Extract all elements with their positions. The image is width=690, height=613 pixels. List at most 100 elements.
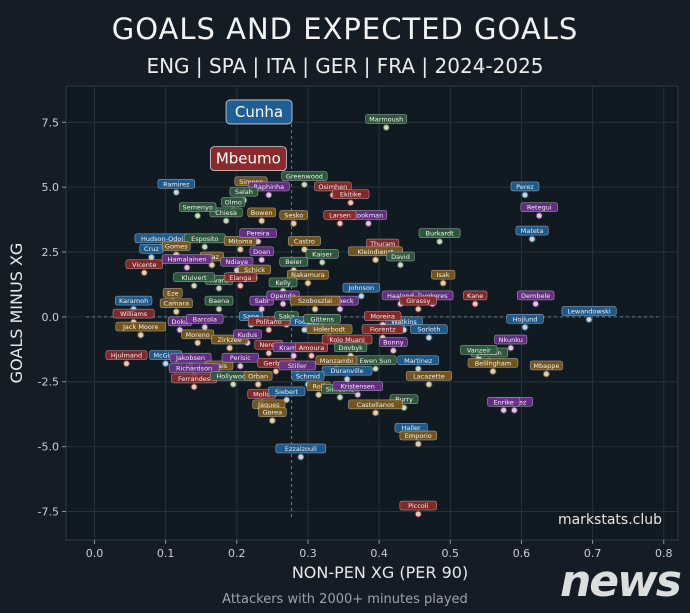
point-label-text: Chiesa bbox=[215, 209, 237, 217]
data-point bbox=[258, 217, 266, 225]
point-label-text: Doku bbox=[172, 318, 189, 326]
point-label-box bbox=[173, 272, 215, 282]
point-label-text: Kelly bbox=[275, 279, 291, 287]
data-point bbox=[308, 352, 316, 360]
point-label: Bowen bbox=[247, 207, 276, 218]
point-label-box bbox=[181, 329, 215, 340]
point-label-box bbox=[323, 210, 357, 220]
point-label-text: Eze bbox=[167, 289, 179, 297]
point-label: Stiller bbox=[278, 360, 316, 371]
data-point bbox=[290, 219, 298, 227]
data-point bbox=[290, 352, 298, 360]
data-point bbox=[137, 331, 145, 339]
point-label: Bellingham bbox=[467, 358, 519, 368]
data-point bbox=[297, 453, 305, 461]
point-label-box bbox=[315, 355, 358, 365]
point-label-text: Burkardt bbox=[426, 230, 455, 238]
point-label: Fiorentz bbox=[361, 324, 404, 334]
point-label-box bbox=[332, 381, 383, 391]
data-point bbox=[542, 370, 550, 378]
point-label: Pereira bbox=[239, 228, 277, 238]
point-label-text: Brais bbox=[211, 362, 228, 370]
data-point bbox=[357, 292, 365, 300]
highlighted-labels: Cunha Mbeumo bbox=[209, 99, 293, 172]
point-label-text: Sorloth bbox=[417, 326, 440, 334]
data-point bbox=[215, 284, 223, 292]
point-label-text: Richardson bbox=[176, 365, 212, 373]
point-label-box bbox=[506, 314, 544, 324]
point-label-box bbox=[157, 179, 195, 189]
point-label-text: Politano bbox=[256, 318, 282, 326]
point-label: Salah bbox=[229, 186, 259, 197]
point-label-box bbox=[334, 342, 368, 353]
data-point bbox=[236, 362, 244, 370]
point-label-text: Szoboszlai bbox=[298, 297, 332, 305]
data-point bbox=[414, 365, 422, 373]
x-tick-label: 0.3 bbox=[299, 547, 317, 560]
data-point bbox=[528, 235, 536, 243]
data-point bbox=[382, 124, 390, 132]
data-point bbox=[507, 344, 515, 352]
point-label-box bbox=[405, 371, 452, 381]
point-label-text: Sesko bbox=[284, 211, 303, 219]
point-label: Mateta bbox=[515, 225, 549, 236]
data-point bbox=[254, 380, 262, 388]
x-tick-label: 0.0 bbox=[86, 547, 104, 560]
point-label: Cruz bbox=[139, 244, 164, 254]
highlight-label-text: Cunha bbox=[235, 103, 283, 121]
point-label-box bbox=[399, 500, 437, 511]
point-label-box bbox=[278, 360, 316, 371]
point-label: Semenyo bbox=[179, 202, 217, 212]
point-label-text: Ewen Sun bbox=[360, 357, 392, 365]
data-point bbox=[532, 300, 540, 308]
point-label-text: Isak bbox=[437, 271, 450, 279]
point-label-text: Kristensen bbox=[341, 383, 375, 391]
data-point bbox=[336, 393, 344, 401]
point-label: David bbox=[386, 251, 415, 262]
data-point bbox=[318, 258, 326, 266]
point-label-text: Esposito bbox=[191, 235, 218, 243]
point-label: Ferrandes bbox=[171, 373, 218, 384]
point-label-text: Lewandowski bbox=[567, 307, 610, 315]
point-label: Emporio bbox=[399, 430, 437, 441]
point-label-text: Pereira bbox=[247, 230, 270, 238]
point-label-text: McGinn bbox=[153, 352, 177, 360]
point-label: Vanzeir bbox=[460, 345, 498, 355]
point-label-text: Emporio bbox=[405, 432, 432, 440]
data-point bbox=[279, 300, 287, 308]
point-label-text: Sabi bbox=[255, 297, 269, 305]
y-tick-label: -2.5 bbox=[38, 376, 59, 389]
highlight-label-box bbox=[225, 99, 293, 125]
data-point bbox=[272, 367, 280, 375]
x-tick-label: 0.8 bbox=[655, 547, 673, 560]
point-label-box bbox=[239, 228, 277, 238]
point-label: Castellanos bbox=[348, 399, 403, 410]
point-label: Larsen bbox=[323, 210, 357, 220]
point-label-box bbox=[295, 342, 328, 353]
point-label-box bbox=[115, 295, 153, 306]
point-label-box bbox=[431, 269, 456, 280]
point-label-text: Nakamura bbox=[291, 271, 325, 279]
point-label-text: Cruz bbox=[144, 245, 159, 253]
point-label-box bbox=[221, 197, 246, 207]
point-label-text: Osimhen bbox=[318, 183, 347, 191]
data-point bbox=[300, 181, 308, 189]
point-label-box bbox=[229, 186, 259, 197]
point-label-text: Mbappe bbox=[533, 362, 559, 370]
point-label-box bbox=[179, 202, 217, 212]
point-label: Hamalainen bbox=[161, 254, 213, 264]
point-label: Enrike bbox=[487, 397, 521, 407]
point-label: Retegui bbox=[520, 202, 558, 212]
point-label-text: Semenyo bbox=[182, 204, 212, 212]
point-label-text: Manzambi bbox=[320, 357, 354, 365]
point-label: Raphinha bbox=[248, 181, 290, 192]
point-label-box bbox=[460, 345, 498, 355]
point-label-text: Fiorentz bbox=[370, 326, 396, 334]
point-label-text: Gomes bbox=[165, 243, 188, 251]
news-watermark-logo: news bbox=[559, 556, 682, 607]
point-label-box bbox=[105, 350, 148, 360]
point-label: Nkunku bbox=[494, 334, 528, 345]
data-point bbox=[222, 217, 230, 225]
point-label-text: Mollo bbox=[253, 391, 270, 399]
point-label-text: Saka bbox=[279, 313, 295, 321]
